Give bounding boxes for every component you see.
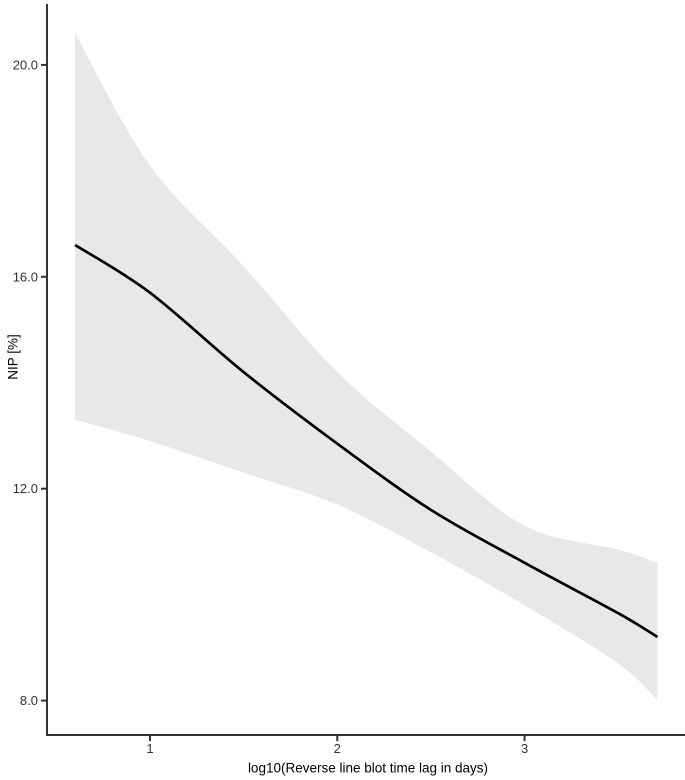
x-tick-label: 1 (146, 741, 153, 756)
x-tick-label: 3 (521, 741, 528, 756)
x-axis-title: log10(Reverse line blot time lag in days… (247, 760, 489, 776)
y-tick-label: 20.0 (13, 57, 38, 72)
y-tick-label: 12.0 (13, 481, 38, 496)
y-tick-label: 16.0 (13, 269, 38, 284)
y-tick-label: 8.0 (20, 693, 38, 708)
fitted-line (74, 243, 659, 639)
y-axis-title: NIP [%] (5, 334, 21, 380)
x-tick-label: 2 (334, 741, 341, 756)
confidence-ribbon (75, 33, 658, 701)
